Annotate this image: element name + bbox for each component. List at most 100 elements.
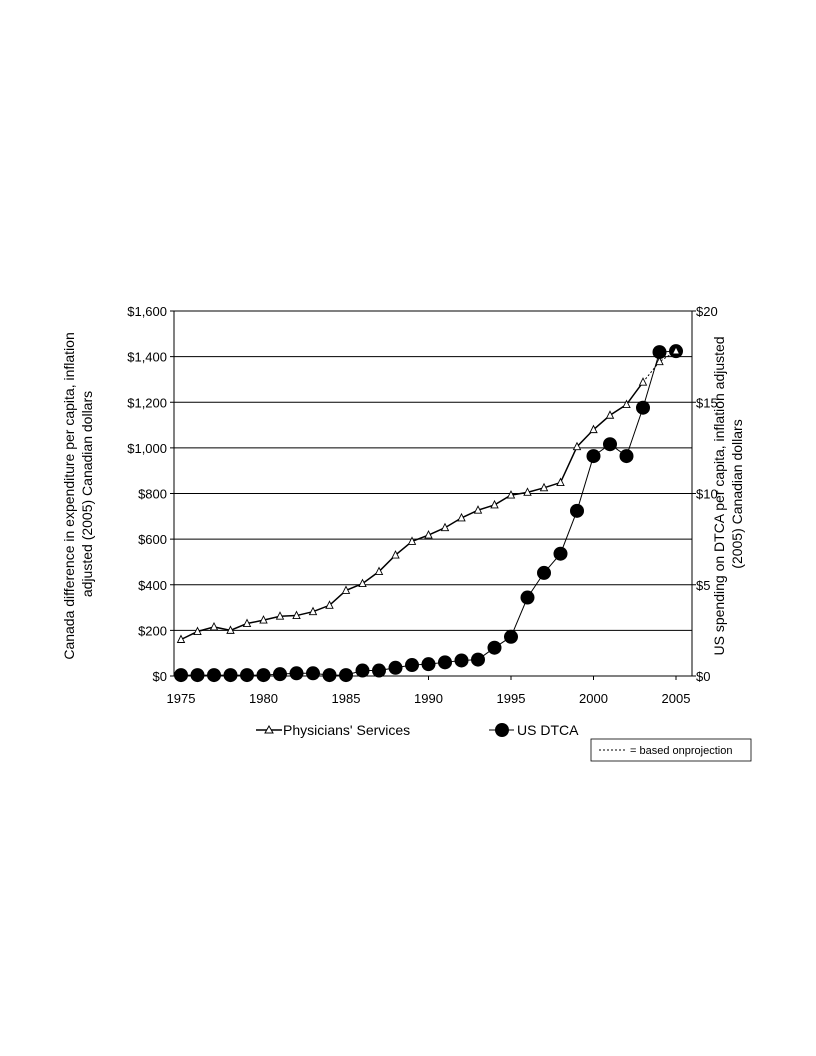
physicians-services-point — [572, 441, 582, 451]
projection-note: = based onprojection — [590, 738, 752, 762]
physicians-services-point — [473, 505, 483, 514]
legend-dtca-label: US DTCA — [517, 722, 579, 738]
us-dtca-point — [438, 655, 452, 670]
right-tick-label: $0 — [696, 669, 710, 684]
us-dtca-point — [553, 546, 568, 561]
physicians-services-point — [490, 499, 499, 509]
us-dtca-point — [223, 668, 238, 683]
physicians-services-point — [506, 490, 516, 499]
physicians-services-point — [407, 536, 417, 545]
us-dtca-point — [207, 668, 221, 683]
us-dtca-point — [273, 667, 287, 682]
physicians-services-point — [308, 606, 318, 616]
x-tick-label: 1990 — [414, 691, 443, 706]
right-tick-label: $5 — [696, 578, 710, 593]
right-axis-title-line-2: (2005) Canadian dollars — [729, 419, 745, 568]
us-dtca-point — [256, 668, 271, 683]
left-axis-ticks: $0 $200 $400 $600 $800 $1,000 $1,200 $1,400 $1,6… — [127, 304, 174, 684]
physicians-services-point — [605, 410, 615, 419]
right-axis-ticks: $0 $5 $10 $15 $20 — [692, 304, 718, 684]
series-physicians-services — [176, 345, 681, 643]
us-dtca-point — [652, 345, 667, 360]
us-dtca-point — [372, 663, 386, 678]
physicians-services-point — [193, 626, 202, 635]
physicians-services-point — [325, 600, 334, 609]
us-dtca-point — [174, 668, 188, 683]
us-dtca-point — [355, 663, 370, 678]
us-dtca-point — [603, 437, 617, 452]
us-dtca-point — [471, 652, 485, 667]
left-title-clip: Canada difference in expenditure per cap… — [61, 328, 95, 659]
us-dtca-point — [388, 660, 403, 675]
us-dtca-point — [537, 565, 551, 580]
us-dtca-point — [306, 666, 320, 681]
legend-physicians-label: Physicians' Services — [283, 722, 410, 738]
us-dtca-point — [289, 666, 304, 681]
physicians-services-point — [391, 550, 400, 559]
us-dtca-point — [570, 503, 584, 518]
x-tick-label: 1975 — [167, 691, 196, 706]
left-tick-label: $200 — [138, 623, 167, 638]
physicians-services-point — [539, 482, 549, 492]
physicians-services-point — [374, 566, 384, 575]
right-tick-label: $20 — [696, 304, 718, 319]
us-dtca-point — [339, 668, 353, 683]
left-axis-title-line-2: adjusted (2005) Canadian dollars — [79, 391, 95, 597]
legend-triangle-icon — [264, 724, 274, 734]
physicians-services-point — [638, 377, 648, 386]
left-tick-label: $0 — [153, 669, 167, 684]
right-axis-title: US spending on DTCA per capita, inflatio… — [711, 333, 745, 656]
left-tick-label: $1,000 — [127, 441, 167, 456]
physicians-services-point — [358, 578, 367, 588]
physicians-services-point — [209, 621, 219, 631]
series-us-dtca — [174, 344, 683, 683]
right-tick-label: $10 — [696, 487, 718, 502]
x-tick-label: 2005 — [662, 691, 691, 706]
physicians-services-point — [275, 611, 285, 620]
physicians-services-point — [259, 615, 268, 624]
physicians-services-point — [523, 487, 532, 496]
physicians-services-point — [556, 477, 565, 486]
physicians-services-point — [457, 512, 466, 522]
physicians-services-point — [424, 530, 433, 539]
x-tick-label: 2000 — [579, 691, 608, 706]
right-tick-label: $15 — [696, 395, 718, 410]
left-axis-title: Canada difference in expenditure per cap… — [61, 328, 95, 659]
legend-circle-icon — [495, 723, 509, 737]
physicians-services-point — [440, 522, 450, 532]
physicians-services-point — [176, 634, 186, 643]
us-dtca-point — [421, 657, 436, 672]
us-dtca-point — [504, 629, 518, 644]
physicians-services-point — [671, 345, 681, 355]
legend: Physicians' Services US DTCA — [256, 722, 579, 738]
us-dtca-point — [405, 658, 419, 673]
left-tick-label: $600 — [138, 532, 167, 547]
us-dtca-point — [636, 400, 650, 415]
left-tick-label: $400 — [138, 578, 167, 593]
left-tick-label: $1,400 — [127, 350, 167, 365]
us-dtca-point — [520, 590, 535, 605]
right-title-clip: US spending on DTCA per capita, inflatio… — [711, 333, 745, 656]
physicians-services-projected-line — [642, 350, 677, 383]
us-dtca-point — [619, 449, 634, 464]
physicians-services-point — [655, 356, 664, 366]
us-dtca-line — [181, 350, 677, 676]
x-tick-label: 1995 — [497, 691, 526, 706]
x-tick-label: 1980 — [249, 691, 278, 706]
us-dtca-point — [487, 640, 502, 655]
us-dtca-point — [240, 668, 254, 683]
physicians-services-point — [341, 585, 351, 594]
left-tick-label: $1,200 — [127, 395, 167, 410]
x-axis-ticks: 1975 1980 1985 1990 1995 2000 2005 — [167, 676, 691, 706]
physicians-services-point — [622, 399, 631, 408]
us-dtca-point — [190, 668, 205, 683]
right-axis-title-line-1: US spending on DTCA per capita, inflatio… — [711, 336, 727, 655]
x-tick-label: 1985 — [332, 691, 361, 706]
us-dtca-point — [322, 668, 337, 683]
physicians-services-point — [292, 610, 301, 619]
left-tick-label: $1,600 — [127, 304, 167, 319]
gridlines — [174, 356, 692, 631]
us-dtca-point — [454, 653, 469, 668]
physicians-services-point — [226, 625, 235, 634]
